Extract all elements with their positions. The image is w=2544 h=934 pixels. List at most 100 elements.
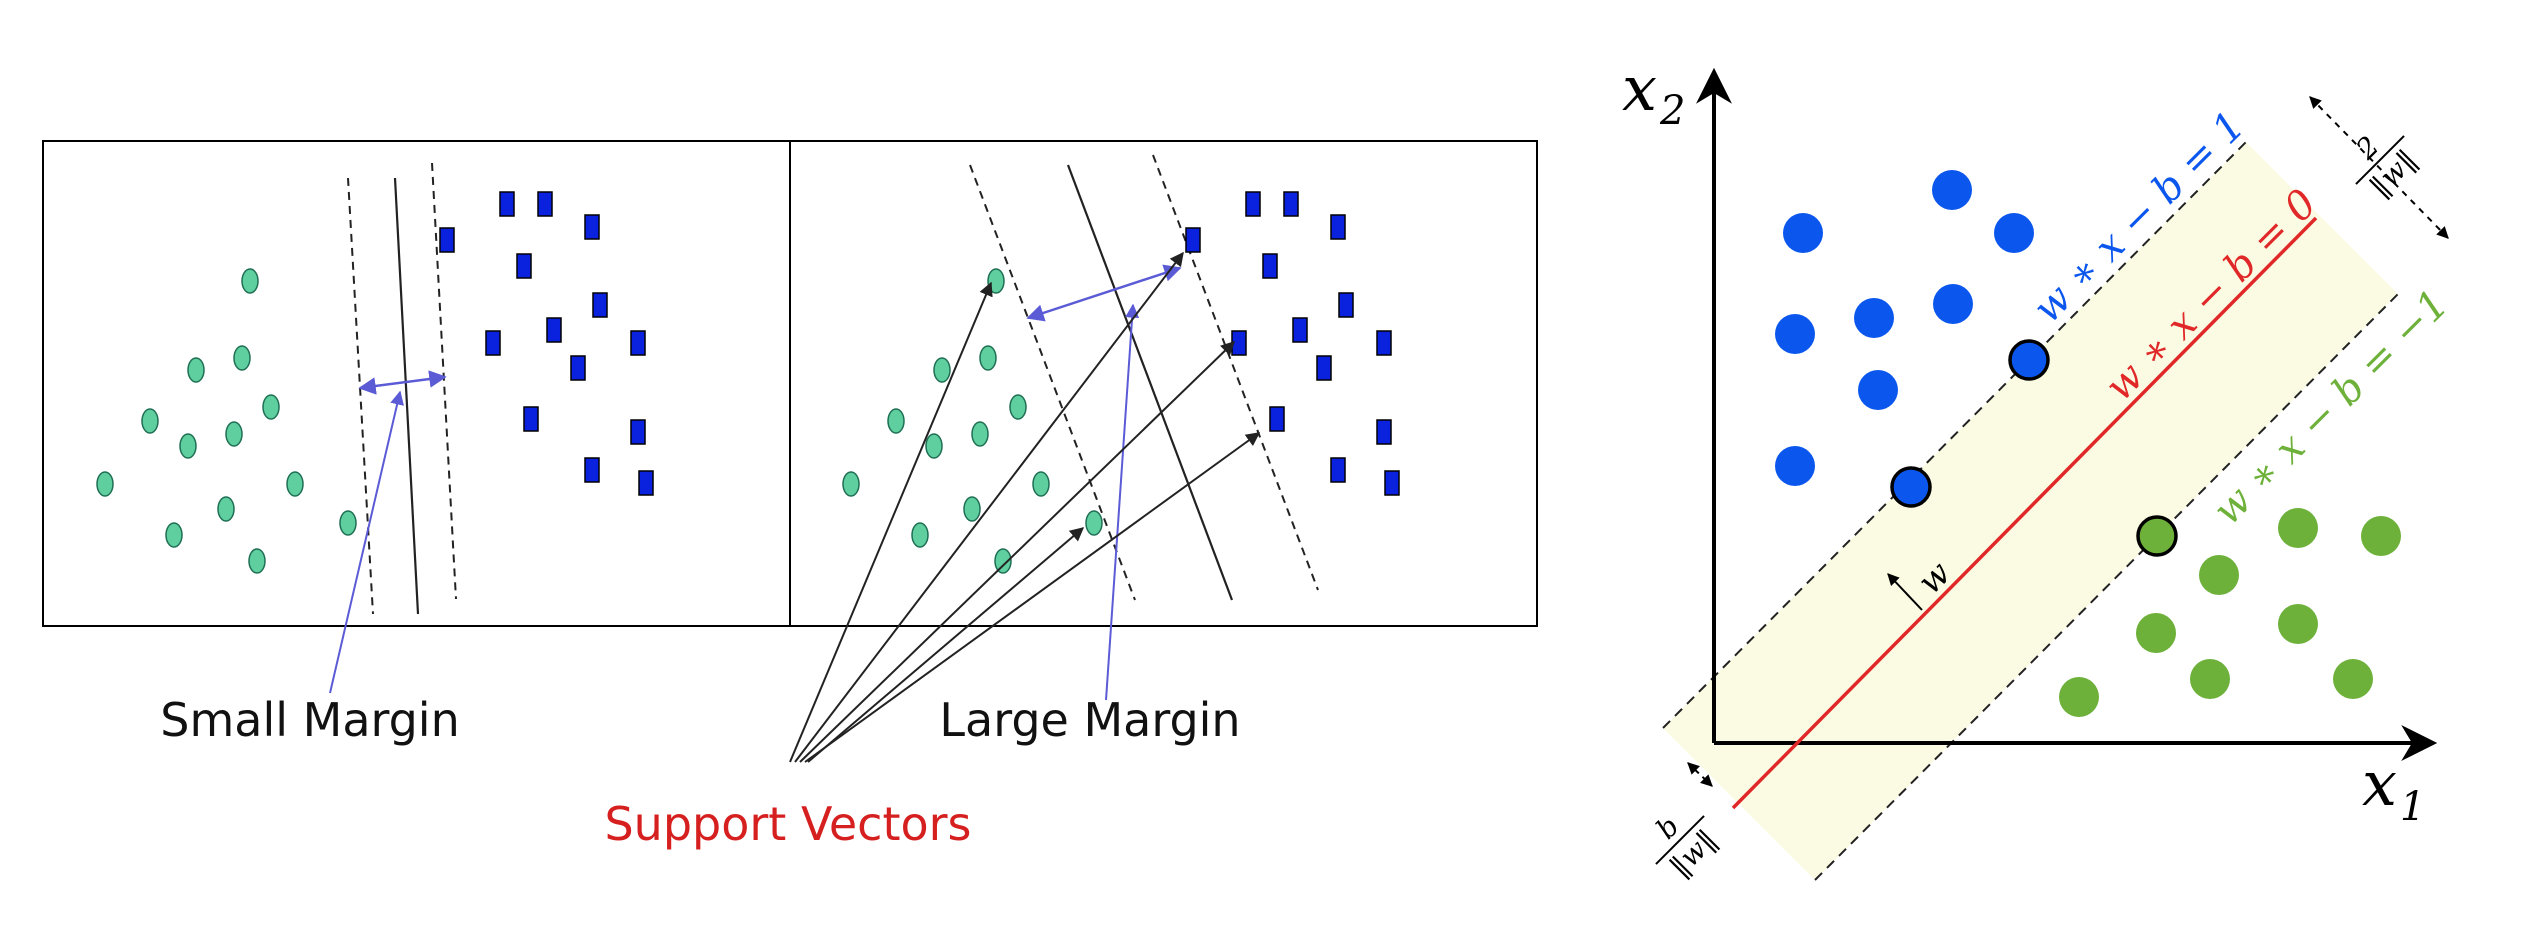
data-point-green xyxy=(2361,516,2401,556)
data-point-circle xyxy=(1032,471,1050,497)
support-vector-arrow xyxy=(799,341,1236,763)
positive-margin-line xyxy=(1662,141,2247,729)
support-vectors-label: Support Vectors xyxy=(604,797,971,851)
data-point-circle xyxy=(925,433,943,459)
support-vector-arrow xyxy=(789,281,993,763)
data-point-square xyxy=(1376,330,1392,356)
data-point-square xyxy=(630,330,646,356)
left-figure: Small Margin Large Margin Support Vector… xyxy=(42,140,1538,851)
data-point-square xyxy=(1283,191,1299,217)
large-margin-hyperplane xyxy=(1066,164,1234,601)
data-point-circle xyxy=(887,408,905,434)
data-point-circle xyxy=(96,471,114,497)
normal-vector-arrow xyxy=(1887,573,1923,611)
negative-margin-line xyxy=(1814,293,2399,881)
data-point-green xyxy=(2333,659,2373,699)
data-point-square xyxy=(1384,470,1400,496)
small-margin-boundary-left xyxy=(347,177,374,615)
data-point-square xyxy=(638,470,654,496)
data-point-blue xyxy=(1775,446,1815,486)
data-point-square xyxy=(1185,227,1201,253)
x2-axis-symbol: x xyxy=(1622,52,1657,125)
large-margin-label: Large Margin xyxy=(939,693,1240,747)
data-point-circle xyxy=(141,408,159,434)
data-point-square xyxy=(1338,292,1354,318)
data-point-circle xyxy=(911,522,929,548)
data-point-circle xyxy=(1085,510,1103,536)
data-point-circle xyxy=(963,496,981,522)
x1-axis-symbol: x xyxy=(2362,747,2397,820)
small-margin-width-arrow xyxy=(358,370,447,395)
decision-boundary-line xyxy=(1731,216,2318,810)
data-point-square xyxy=(592,292,608,318)
data-point-green xyxy=(2199,555,2239,595)
data-point-circle xyxy=(987,268,1005,294)
data-point-circle xyxy=(971,421,989,447)
data-point-square xyxy=(584,457,600,483)
data-point-circle xyxy=(339,510,357,536)
data-point-green xyxy=(2136,613,2176,653)
data-point-square xyxy=(546,317,562,343)
small-margin-squares xyxy=(439,191,654,496)
data-point-blue xyxy=(1994,213,2034,253)
data-point-green xyxy=(2278,508,2318,548)
large-margin-circles xyxy=(842,268,1103,574)
x2-axis-subscript: 2 xyxy=(1659,88,1685,134)
x2-axis-label: x 2 xyxy=(1622,52,1685,134)
data-point-square xyxy=(1330,214,1346,240)
data-point-blue xyxy=(1775,314,1815,354)
large-margin-panel xyxy=(789,140,1538,627)
large-margin-boundary-left xyxy=(969,164,1136,601)
data-point-square xyxy=(516,253,532,279)
data-point-square xyxy=(1316,355,1332,381)
negative-class-points xyxy=(2059,508,2401,717)
data-point-circle xyxy=(842,471,860,497)
margin-width-arrow xyxy=(2309,96,2449,239)
data-point-circle xyxy=(286,471,304,497)
data-point-circle xyxy=(262,394,280,420)
data-point-circle xyxy=(179,433,197,459)
data-point-circle xyxy=(248,548,266,574)
margin-band xyxy=(1663,142,2398,880)
data-point-blue xyxy=(1932,170,1972,210)
small-margin-pointer xyxy=(329,390,404,694)
data-point-square xyxy=(1245,191,1261,217)
data-point-square xyxy=(499,191,515,217)
positive-class-points xyxy=(1775,170,2050,508)
data-point-circle xyxy=(187,357,205,383)
data-point-circle xyxy=(1009,394,1027,420)
support-vector-arrow xyxy=(804,432,1261,763)
data-point-circle xyxy=(165,522,183,548)
offset-fraction: b ‖w‖ xyxy=(1650,810,1724,884)
support-vector-blue xyxy=(2008,339,2050,381)
data-point-square xyxy=(1262,253,1278,279)
data-point-square xyxy=(1330,457,1346,483)
data-point-square xyxy=(1292,317,1308,343)
small-margin-label: Small Margin xyxy=(160,693,460,747)
data-point-blue xyxy=(1783,213,1823,253)
x1-axis-subscript: 1 xyxy=(2400,784,2425,830)
data-point-blue xyxy=(1854,298,1894,338)
data-point-square xyxy=(523,406,539,432)
small-margin-hyperplane xyxy=(393,177,420,615)
small-margin-boundary-right xyxy=(431,162,457,600)
data-point-blue xyxy=(1858,370,1898,410)
data-point-green xyxy=(2278,604,2318,644)
support-vector-arrows xyxy=(789,251,1261,763)
right-figure: w 2 ‖w‖ b ‖w‖ w ∗ x − b = 1 w ∗ x − b = … xyxy=(1622,52,2458,884)
data-point-square xyxy=(439,227,455,253)
fraction-bar xyxy=(1655,815,1705,865)
support-vector-arrow xyxy=(807,527,1085,763)
data-point-circle xyxy=(994,548,1012,574)
small-margin-panel xyxy=(42,140,791,627)
data-point-blue xyxy=(1933,284,1973,324)
data-point-circle xyxy=(233,345,251,371)
data-point-green xyxy=(2059,677,2099,717)
small-margin-circles xyxy=(96,268,357,574)
data-point-circle xyxy=(979,345,997,371)
data-point-square xyxy=(570,355,586,381)
data-point-square xyxy=(485,330,501,356)
data-point-square xyxy=(1269,406,1285,432)
data-point-square xyxy=(630,419,646,445)
